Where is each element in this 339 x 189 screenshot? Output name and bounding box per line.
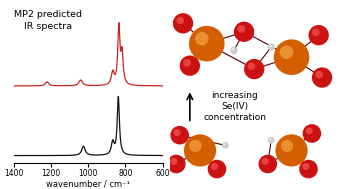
Circle shape: [230, 47, 238, 54]
Circle shape: [222, 142, 229, 149]
Circle shape: [302, 163, 310, 170]
Circle shape: [183, 59, 191, 67]
Circle shape: [189, 26, 224, 61]
Circle shape: [190, 140, 202, 152]
Circle shape: [167, 155, 186, 173]
X-axis label: wavenumber / cm⁻¹: wavenumber / cm⁻¹: [46, 180, 130, 189]
Circle shape: [176, 17, 184, 24]
Circle shape: [280, 46, 293, 59]
Circle shape: [173, 13, 193, 33]
Circle shape: [237, 25, 245, 33]
Circle shape: [306, 127, 313, 134]
Circle shape: [223, 143, 226, 146]
Circle shape: [312, 29, 320, 36]
Circle shape: [281, 140, 293, 152]
Circle shape: [244, 59, 264, 79]
Circle shape: [170, 126, 189, 145]
Circle shape: [184, 134, 216, 167]
Circle shape: [195, 32, 208, 45]
Circle shape: [308, 25, 329, 45]
Circle shape: [211, 163, 218, 170]
Circle shape: [232, 48, 234, 51]
Circle shape: [275, 134, 308, 167]
Circle shape: [174, 129, 181, 136]
Text: increasing
Se(IV)
concentration: increasing Se(IV) concentration: [203, 91, 266, 122]
Circle shape: [234, 22, 254, 42]
Circle shape: [247, 62, 255, 70]
Circle shape: [312, 67, 332, 88]
Circle shape: [269, 138, 272, 141]
Circle shape: [267, 43, 275, 51]
Circle shape: [268, 137, 275, 144]
Circle shape: [274, 40, 309, 75]
Circle shape: [302, 124, 321, 143]
Text: MP2 predicted
IR spectra: MP2 predicted IR spectra: [15, 10, 82, 31]
Circle shape: [259, 155, 277, 173]
Circle shape: [269, 45, 272, 47]
Circle shape: [315, 71, 323, 79]
Circle shape: [299, 160, 318, 178]
Circle shape: [262, 158, 269, 165]
Circle shape: [207, 160, 226, 178]
Circle shape: [180, 56, 200, 76]
Circle shape: [170, 158, 177, 165]
